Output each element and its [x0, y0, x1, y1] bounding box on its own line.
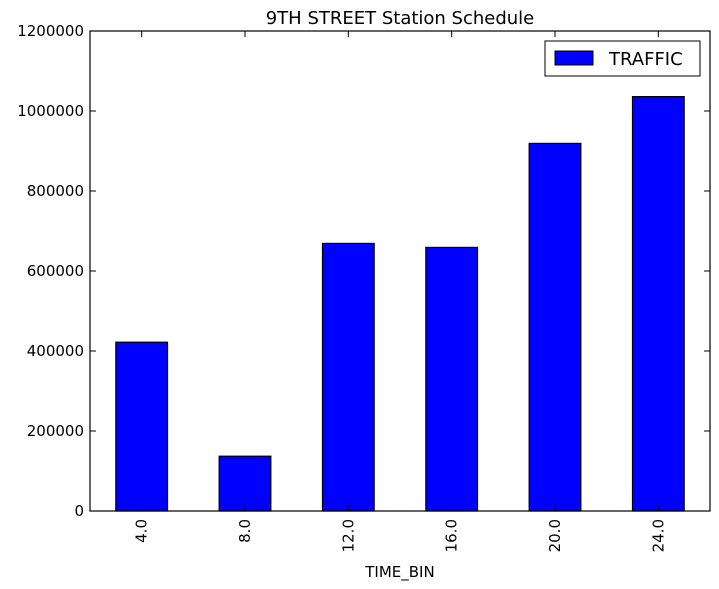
legend: TRAFFIC: [544, 40, 701, 77]
y-tick-label: 800000: [27, 182, 84, 200]
x-axis-ticks: 4.0 8.0 12.0 16.0 20.0 24.0: [133, 31, 667, 552]
x-tick-label: 20.0: [546, 519, 564, 552]
y-tick-label: 1000000: [17, 102, 84, 120]
y-tick-label: 200000: [27, 422, 84, 440]
bar-8-0: [218, 455, 272, 512]
y-tick-label: 0: [74, 502, 84, 520]
x-tick-label: 24.0: [649, 519, 667, 552]
x-tick-label: 16.0: [443, 519, 461, 552]
plot-frame: [89, 30, 711, 512]
x-tick-label: 8.0: [236, 519, 254, 543]
y-axis-ticks: 0 200000 400000 600000 800000 1000000 1200000: [17, 22, 710, 520]
legend-label-traffic: TRAFFIC: [608, 49, 683, 70]
bar-16-0: [425, 246, 479, 512]
bar-24-0: [631, 95, 685, 512]
y-tick-label: 400000: [27, 342, 84, 360]
legend-swatch-traffic: [554, 50, 594, 66]
bar-4-0: [115, 341, 169, 512]
x-tick-label: 12.0: [339, 519, 357, 552]
bars-group: [115, 95, 685, 512]
chart-title: 9TH STREET Station Schedule: [266, 8, 535, 29]
x-tick-label: 4.0: [133, 519, 151, 543]
y-tick-label: 600000: [27, 262, 84, 280]
x-axis-label: TIME_BIN: [364, 563, 434, 582]
bar-20-0: [528, 142, 582, 512]
bar-12-0: [321, 242, 375, 512]
y-tick-label: 1200000: [17, 22, 84, 40]
